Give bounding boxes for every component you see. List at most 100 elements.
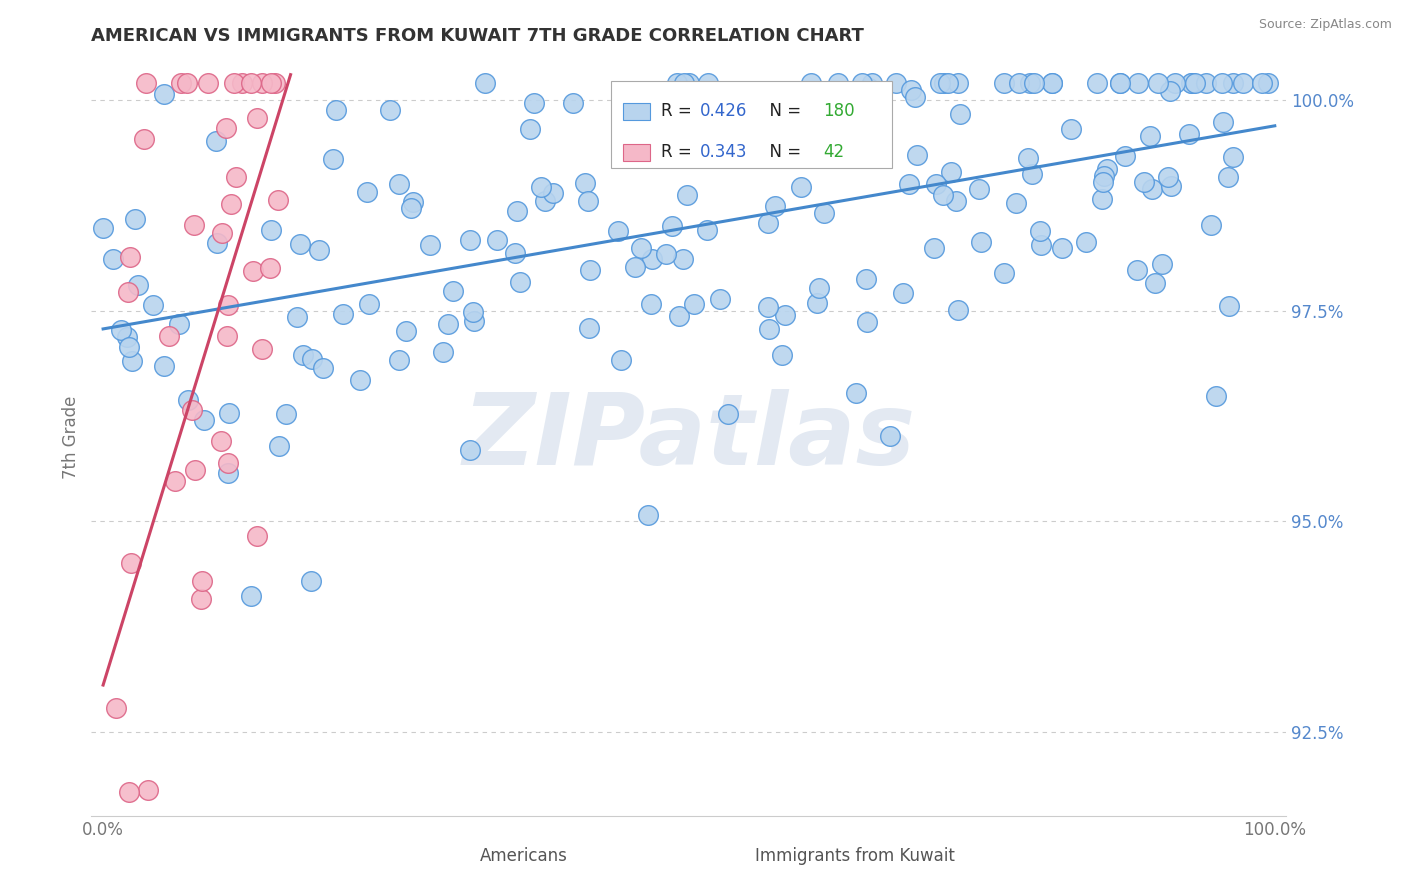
- Point: [630, 241, 652, 255]
- Point: [1218, 299, 1240, 313]
- Point: [773, 308, 796, 322]
- Point: [259, 260, 281, 275]
- Point: [506, 203, 529, 218]
- Point: [388, 177, 411, 191]
- Point: [856, 315, 879, 329]
- Point: [624, 260, 647, 274]
- Point: [118, 785, 141, 799]
- Point: [209, 434, 232, 448]
- Point: [402, 194, 425, 209]
- Point: [1139, 129, 1161, 144]
- Text: 0.426: 0.426: [700, 103, 747, 120]
- Point: [356, 185, 378, 199]
- Point: [1251, 76, 1274, 90]
- Point: [1109, 76, 1132, 90]
- Point: [136, 782, 159, 797]
- Point: [1195, 76, 1218, 90]
- Point: [461, 305, 484, 319]
- Point: [1095, 162, 1118, 177]
- Point: [332, 307, 354, 321]
- Point: [219, 197, 242, 211]
- Point: [321, 152, 343, 166]
- Point: [676, 188, 699, 202]
- Point: [827, 76, 849, 90]
- Text: AMERICAN VS IMMIGRANTS FROM KUWAIT 7TH GRADE CORRELATION CHART: AMERICAN VS IMMIGRANTS FROM KUWAIT 7TH G…: [91, 28, 865, 45]
- Point: [1133, 175, 1156, 189]
- Point: [325, 103, 347, 117]
- Point: [399, 201, 422, 215]
- Point: [1018, 76, 1040, 90]
- Point: [308, 243, 330, 257]
- Point: [924, 241, 946, 255]
- Point: [1140, 182, 1163, 196]
- Point: [105, 701, 128, 715]
- Point: [858, 91, 880, 105]
- Text: N =: N =: [759, 103, 807, 120]
- Point: [756, 300, 779, 314]
- Point: [274, 407, 297, 421]
- Point: [432, 344, 454, 359]
- Point: [717, 407, 740, 421]
- Point: [124, 212, 146, 227]
- Point: [1257, 76, 1279, 90]
- Point: [967, 182, 990, 196]
- Point: [709, 292, 731, 306]
- Point: [127, 278, 149, 293]
- Point: [288, 236, 311, 251]
- Y-axis label: 7th Grade: 7th Grade: [62, 395, 80, 479]
- Point: [485, 233, 508, 247]
- Point: [610, 353, 633, 368]
- Point: [259, 76, 281, 90]
- Point: [167, 317, 190, 331]
- Point: [1017, 151, 1039, 165]
- Point: [855, 272, 877, 286]
- Point: [205, 236, 228, 251]
- Point: [231, 76, 253, 90]
- Point: [948, 302, 970, 317]
- Point: [190, 592, 212, 607]
- Point: [858, 81, 880, 95]
- Point: [1146, 76, 1168, 90]
- Point: [665, 76, 688, 90]
- Point: [1087, 76, 1109, 90]
- Point: [813, 205, 835, 219]
- Point: [993, 266, 1015, 280]
- Point: [1150, 256, 1173, 270]
- Point: [763, 198, 786, 212]
- Point: [929, 76, 952, 90]
- Point: [218, 406, 240, 420]
- Point: [1212, 115, 1234, 129]
- Point: [932, 187, 955, 202]
- Point: [1126, 76, 1149, 90]
- Point: [693, 141, 716, 155]
- Point: [266, 193, 288, 207]
- Point: [349, 372, 371, 386]
- Point: [851, 76, 873, 90]
- Point: [519, 121, 541, 136]
- Point: [530, 180, 553, 194]
- Point: [1177, 127, 1199, 141]
- Point: [578, 321, 600, 335]
- Point: [259, 223, 281, 237]
- Point: [239, 589, 262, 603]
- Point: [378, 103, 401, 117]
- Point: [1022, 76, 1045, 90]
- Point: [790, 180, 813, 194]
- Point: [458, 443, 481, 458]
- Point: [1074, 235, 1097, 249]
- Point: [672, 252, 695, 266]
- Point: [1008, 76, 1031, 90]
- Point: [180, 403, 202, 417]
- Point: [534, 194, 557, 209]
- Text: Source: ZipAtlas.com: Source: ZipAtlas.com: [1258, 18, 1392, 31]
- Point: [905, 148, 928, 162]
- Point: [121, 354, 143, 368]
- FancyBboxPatch shape: [623, 103, 650, 120]
- Point: [388, 353, 411, 368]
- Point: [153, 359, 176, 373]
- Point: [835, 98, 858, 112]
- Point: [668, 309, 690, 323]
- Point: [696, 76, 718, 90]
- Point: [101, 252, 124, 266]
- Point: [1211, 76, 1233, 90]
